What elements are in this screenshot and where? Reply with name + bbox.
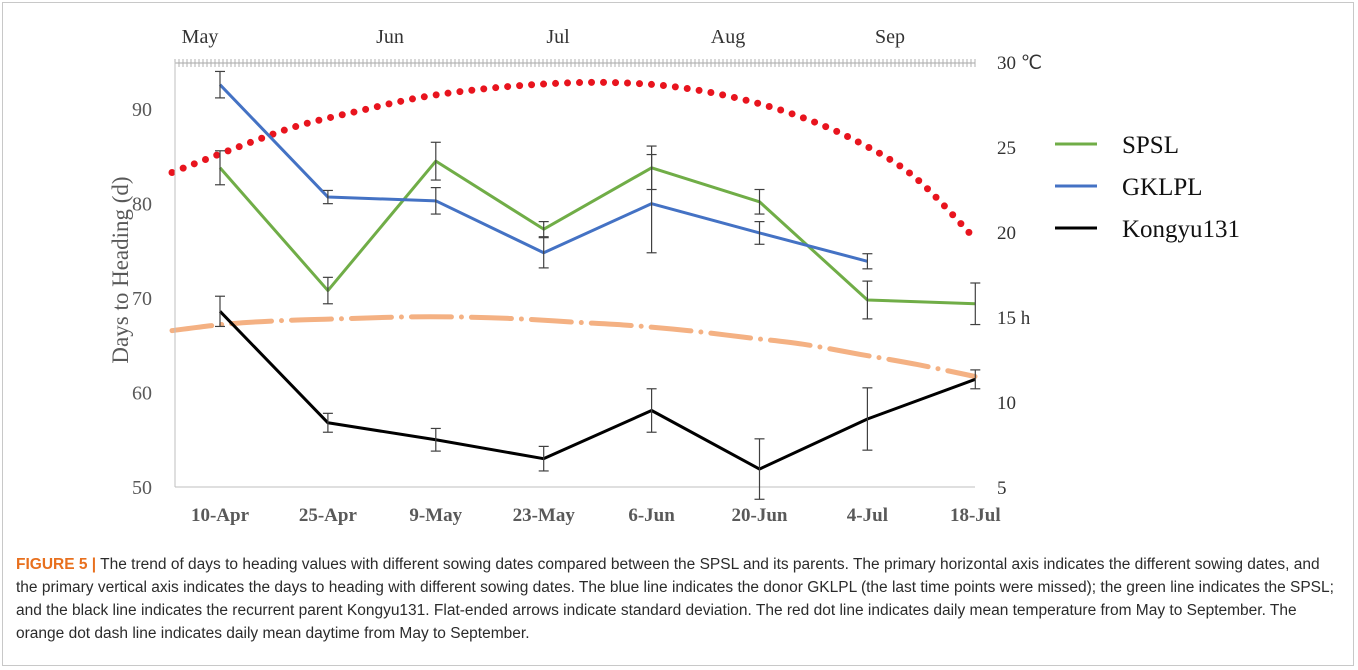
- spsl-line: [218, 159, 976, 306]
- secondary-tick-label: 10: [997, 393, 1016, 414]
- legend: SPSL GKLPL Kongyu131: [1055, 132, 1240, 243]
- climate-overlays: [168, 78, 979, 379]
- daytime-curve: [169, 314, 978, 379]
- y-tick-label: 80: [132, 194, 152, 216]
- y-tick-label: 50: [132, 477, 152, 499]
- y-tick-label: 90: [132, 99, 152, 121]
- month-label: May: [182, 26, 219, 48]
- secondary-tick-label: 30 ℃: [997, 53, 1042, 74]
- secondary-tick-label: 20: [997, 223, 1016, 244]
- x-tick-label: 18-Jul: [950, 505, 1001, 526]
- caption-text: The trend of days to heading values with…: [16, 556, 1334, 642]
- y-tick-label: 60: [132, 383, 152, 405]
- x-tick-label: 25-Apr: [299, 505, 358, 526]
- month-axis: May Jun Jul Aug Sep: [174, 26, 976, 67]
- x-tick-label: 4-Jul: [847, 505, 888, 526]
- y-axis-label: Days to Heading (d): [108, 176, 133, 363]
- temperature-curve: [168, 78, 979, 243]
- figure-caption: FIGURE 5 | The trend of days to heading …: [16, 553, 1344, 645]
- month-label: Jul: [546, 26, 570, 48]
- secondary-axis: 5 10 15 h 20 25 30 ℃: [997, 53, 1042, 499]
- secondary-tick-label: 5: [997, 478, 1007, 499]
- chart: May Jun Jul Aug Sep 50 60 70 80 90 10-Apr 25-Apr 9-…: [108, 26, 1240, 526]
- x-tick-label: 6-Jun: [628, 505, 675, 526]
- gklpl-legend-label: GKLPL: [1122, 174, 1203, 201]
- secondary-tick-label: 15 h: [997, 308, 1031, 329]
- x-tick-label: 10-Apr: [191, 505, 250, 526]
- kongyu131-legend-label: Kongyu131: [1122, 216, 1240, 243]
- month-label: Jun: [376, 26, 404, 48]
- data-series: [215, 70, 981, 500]
- x-tick-label: 23-May: [513, 505, 576, 526]
- month-label: Aug: [711, 26, 745, 48]
- x-tick-label: 20-Jun: [732, 505, 788, 526]
- x-tick-label: 9-May: [409, 505, 462, 526]
- y-tick-label: 70: [132, 288, 152, 310]
- kongyu131-line: [218, 310, 976, 471]
- primary-axes: 50 60 70 80 90 10-Apr 25-Apr 9-May 23-May 6-Jun 20…: [132, 62, 1001, 526]
- spsl-legend-label: SPSL: [1122, 132, 1179, 159]
- secondary-tick-label: 25: [997, 138, 1016, 159]
- month-label: Sep: [875, 26, 905, 48]
- caption-label: FIGURE 5 |: [16, 556, 97, 573]
